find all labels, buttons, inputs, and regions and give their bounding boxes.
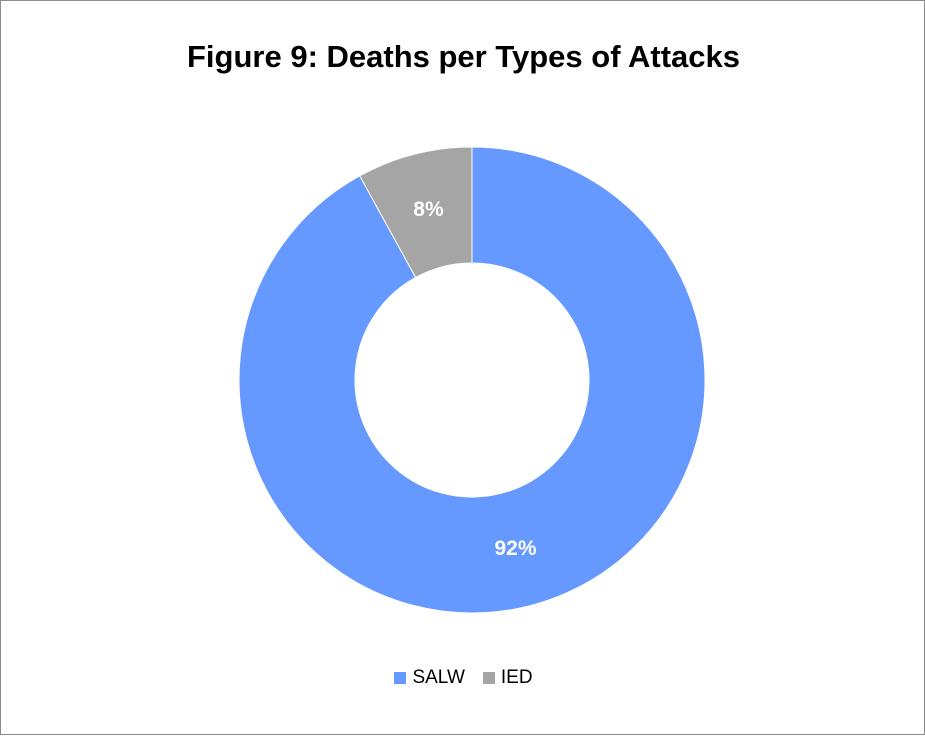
legend-swatch-salw bbox=[394, 672, 407, 684]
slice-salw bbox=[238, 146, 706, 614]
slice-label-salw: 92% bbox=[495, 537, 537, 560]
slice-ied bbox=[359, 146, 473, 279]
legend-item-salw: SALW bbox=[394, 667, 465, 689]
legend-item-ied: IED bbox=[482, 667, 533, 689]
legend-label-ied: IED bbox=[500, 667, 533, 688]
legend: SALW IED bbox=[1, 667, 925, 689]
legend-label-salw: SALW bbox=[412, 667, 465, 688]
chart-title: Figure 9: Deaths per Types of Attacks bbox=[187, 39, 740, 74]
legend-swatch-ied bbox=[482, 672, 495, 684]
slice-label-ied: 8% bbox=[413, 198, 444, 221]
